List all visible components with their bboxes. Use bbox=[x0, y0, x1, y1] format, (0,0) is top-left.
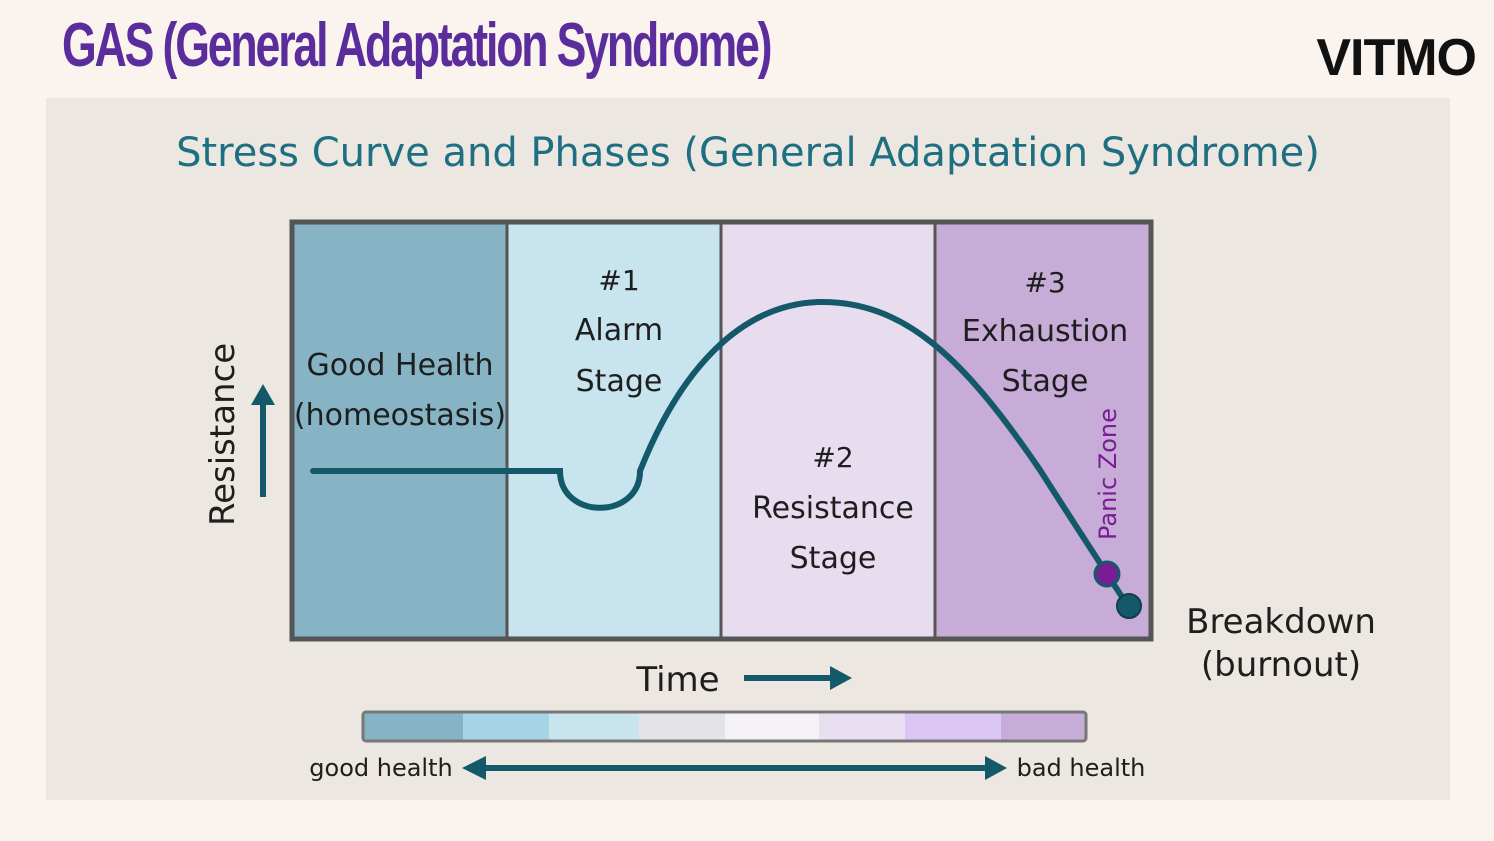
stage-good-health-line2: (homeostasis) bbox=[294, 398, 506, 433]
stage-alarm-stage: Stage bbox=[576, 364, 663, 399]
stage-exhaustion-stage: Stage bbox=[1002, 364, 1089, 399]
stage-alarm-panel bbox=[507, 222, 721, 639]
y-axis-label: Resistance bbox=[203, 343, 243, 526]
stress-curve bbox=[310, 298, 1131, 609]
stage-resistance-name: Resistance bbox=[752, 491, 914, 526]
x-axis-label: Time bbox=[635, 660, 719, 700]
stage-resistance-stage: Stage bbox=[790, 541, 877, 576]
stage-resistance-panel bbox=[721, 222, 935, 639]
scale-segment bbox=[463, 712, 549, 741]
y-axis-arrow-head bbox=[251, 384, 275, 405]
x-axis-arrow-head bbox=[830, 666, 852, 690]
stage-exhaustion-name: Exhaustion bbox=[962, 314, 1128, 349]
health-scale-bar bbox=[361, 710, 1088, 743]
stage-alarm-name: Alarm bbox=[575, 313, 663, 348]
stage-resistance-number: #2 bbox=[812, 441, 853, 474]
good-health-label: good health bbox=[309, 754, 452, 782]
scale-segment bbox=[905, 712, 1001, 741]
breakdown-point-marker bbox=[1116, 593, 1142, 619]
panic-point-marker bbox=[1093, 560, 1121, 588]
breakdown-label: Breakdown bbox=[1186, 602, 1376, 642]
scale-segment bbox=[549, 712, 639, 741]
stage-alarm-number: #1 bbox=[598, 264, 639, 297]
stage-exhaustion-number: #3 bbox=[1024, 266, 1065, 299]
diagram-frame bbox=[289, 219, 1154, 642]
scale-segment bbox=[363, 712, 463, 741]
stage-good-health-panel bbox=[292, 222, 507, 639]
scale-segment bbox=[725, 712, 819, 741]
bad-health-label: bad health bbox=[1017, 754, 1146, 782]
scale-segment bbox=[1001, 712, 1086, 741]
health-arrow-left-head bbox=[462, 756, 486, 780]
scale-segment bbox=[639, 712, 725, 741]
diagram-title: Stress Curve and Phases (General Adaptat… bbox=[176, 130, 1320, 176]
panic-zone-label: Panic Zone bbox=[1094, 408, 1122, 540]
stage-good-health-line1: Good Health bbox=[306, 348, 493, 383]
health-arrow-right-head bbox=[985, 756, 1007, 780]
slide-title: GAS (General Adaptation Syndrome) bbox=[62, 11, 773, 80]
itmo-logo: VITMO bbox=[1316, 29, 1477, 87]
scale-segment bbox=[819, 712, 905, 741]
burnout-label: (burnout) bbox=[1201, 645, 1361, 685]
